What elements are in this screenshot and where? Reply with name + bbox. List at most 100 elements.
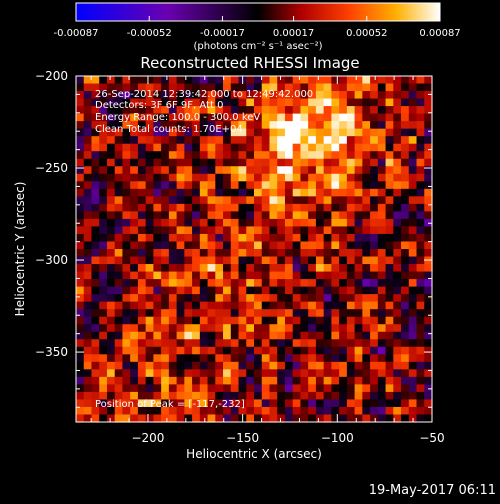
heatmap-cell	[370, 188, 379, 197]
heatmap-cell	[339, 203, 348, 212]
heatmap-cell	[284, 391, 294, 401]
heatmap-cell	[292, 286, 302, 295]
heatmap-cell	[114, 399, 124, 408]
heatmap-cell	[238, 399, 247, 408]
heatmap-cell	[199, 188, 209, 197]
heatmap-cell	[145, 361, 154, 370]
heatmap-cell	[130, 113, 139, 122]
heatmap-cell	[408, 294, 418, 303]
heatmap-cell	[385, 256, 394, 265]
heatmap-cell	[377, 106, 387, 115]
heatmap-cell	[223, 113, 232, 122]
heatmap-cell	[91, 279, 100, 288]
heatmap-cell	[254, 286, 263, 295]
heatmap-cell	[99, 376, 108, 385]
heatmap-cell	[76, 376, 85, 385]
heatmap-cell	[284, 143, 294, 152]
heatmap-cell	[114, 286, 124, 295]
heatmap-cell	[424, 376, 433, 385]
heatmap-cell	[122, 241, 131, 250]
heatmap-cell	[161, 106, 170, 115]
heatmap-cell	[339, 196, 348, 205]
heatmap-cell	[246, 143, 255, 152]
heatmap-cell	[254, 76, 263, 85]
heatmap-cell	[192, 369, 201, 378]
heatmap-cell	[408, 241, 418, 250]
heatmap-cell	[362, 309, 371, 318]
heatmap-cell	[238, 309, 247, 318]
heatmap-cell	[292, 301, 302, 310]
heatmap-cell	[168, 316, 178, 325]
heatmap-cell	[137, 309, 147, 318]
heatmap-cell	[354, 121, 363, 130]
heatmap-cell	[362, 143, 371, 152]
heatmap-cell	[323, 76, 332, 85]
heatmap-cell	[184, 128, 193, 137]
heatmap-cell	[199, 151, 209, 160]
heatmap-cell	[323, 264, 332, 273]
heatmap-cell	[323, 181, 332, 190]
heatmap-cell	[346, 218, 356, 228]
heatmap-cell	[207, 369, 216, 378]
heatmap-cell	[308, 136, 317, 145]
heatmap-cell	[207, 188, 216, 197]
heatmap-cell	[168, 301, 178, 310]
heatmap-cell	[91, 384, 100, 393]
heatmap-cell	[292, 241, 302, 250]
heatmap-cell	[370, 151, 379, 160]
heatmap-cell	[176, 361, 185, 370]
heatmap-cell	[122, 143, 131, 152]
heatmap-cell	[331, 391, 340, 401]
heatmap-cell	[339, 158, 348, 167]
heatmap-cell	[385, 196, 394, 205]
heatmap-cell	[261, 286, 271, 295]
heatmap-cell	[223, 128, 232, 137]
heatmap-cell	[91, 196, 100, 205]
heatmap-cell	[424, 128, 433, 137]
heatmap-cell	[122, 354, 131, 363]
heatmap-cell	[215, 233, 224, 243]
heatmap-cell	[393, 226, 402, 235]
heatmap-cell	[83, 203, 93, 212]
heatmap-cell	[292, 271, 302, 280]
heatmap-cell	[246, 211, 255, 220]
heatmap-cell	[424, 106, 433, 115]
colorbar-tick-label: 0.00017	[273, 28, 314, 39]
heatmap-cell	[153, 166, 162, 175]
heatmap-cell	[215, 143, 224, 152]
heatmap-cell	[153, 128, 162, 137]
heatmap-cell	[354, 91, 363, 100]
heatmap-cell	[339, 264, 348, 273]
heatmap-cell	[261, 301, 271, 310]
heatmap-cell	[393, 196, 402, 205]
heatmap-cell	[114, 128, 124, 137]
heatmap-cell	[83, 143, 93, 152]
heatmap-cell	[199, 346, 209, 355]
heatmap-cell	[130, 406, 139, 416]
heatmap-cell	[122, 279, 131, 288]
heatmap-cell	[339, 391, 348, 401]
heatmap-cell	[76, 218, 85, 228]
heatmap-cell	[370, 136, 379, 145]
heatmap-cell	[416, 309, 425, 318]
heatmap-cell	[346, 128, 356, 137]
heatmap-cell	[106, 121, 116, 130]
heatmap-cell	[323, 354, 332, 363]
heatmap-cell	[346, 203, 356, 212]
heatmap-cell	[238, 173, 247, 182]
heatmap-cell	[215, 376, 224, 385]
heatmap-cell	[401, 354, 410, 363]
heatmap-cell	[153, 316, 162, 325]
heatmap-cell	[230, 188, 240, 197]
heatmap-cell	[122, 346, 131, 355]
heatmap-cell	[184, 76, 193, 85]
heatmap-cell	[145, 218, 154, 228]
heatmap-cell	[385, 294, 394, 303]
heatmap-cell	[230, 128, 240, 137]
heatmap-cell	[408, 324, 418, 333]
heatmap-cell	[168, 158, 178, 167]
heatmap-cell	[153, 384, 162, 393]
heatmap-cell	[308, 264, 317, 273]
heatmap-cell	[76, 361, 85, 370]
heatmap-cell	[207, 406, 216, 416]
